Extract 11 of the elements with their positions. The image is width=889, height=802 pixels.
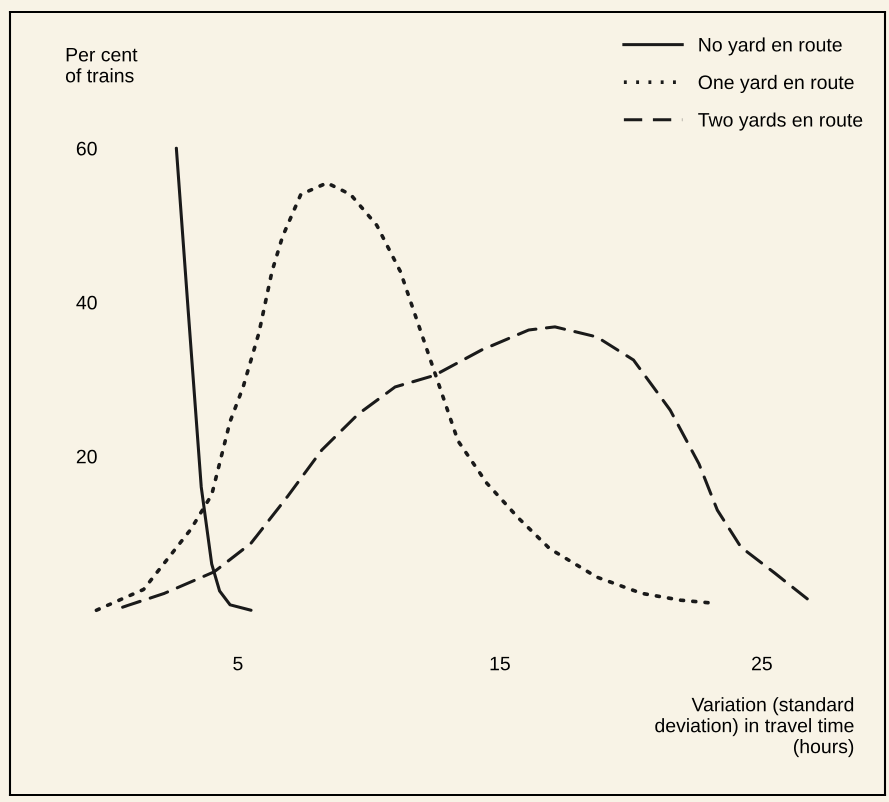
legend-label: No yard en route xyxy=(699,37,842,56)
legend-label: One yard en route xyxy=(698,74,854,94)
x-tick-label: 5 xyxy=(233,656,243,670)
y-tick-label: 40 xyxy=(76,296,97,310)
legend-label: Two yards en route xyxy=(698,112,862,131)
x-axis-title: Variation (standard deviation) in travel time (hours) xyxy=(655,697,854,758)
x-tick-label: 25 xyxy=(752,656,772,670)
x-tick-label: 15 xyxy=(490,656,510,670)
y-tick-label: 60 xyxy=(76,142,97,156)
y-axis-title: Per cent of trains xyxy=(66,48,138,82)
y-tick-label: 20 xyxy=(76,450,97,464)
